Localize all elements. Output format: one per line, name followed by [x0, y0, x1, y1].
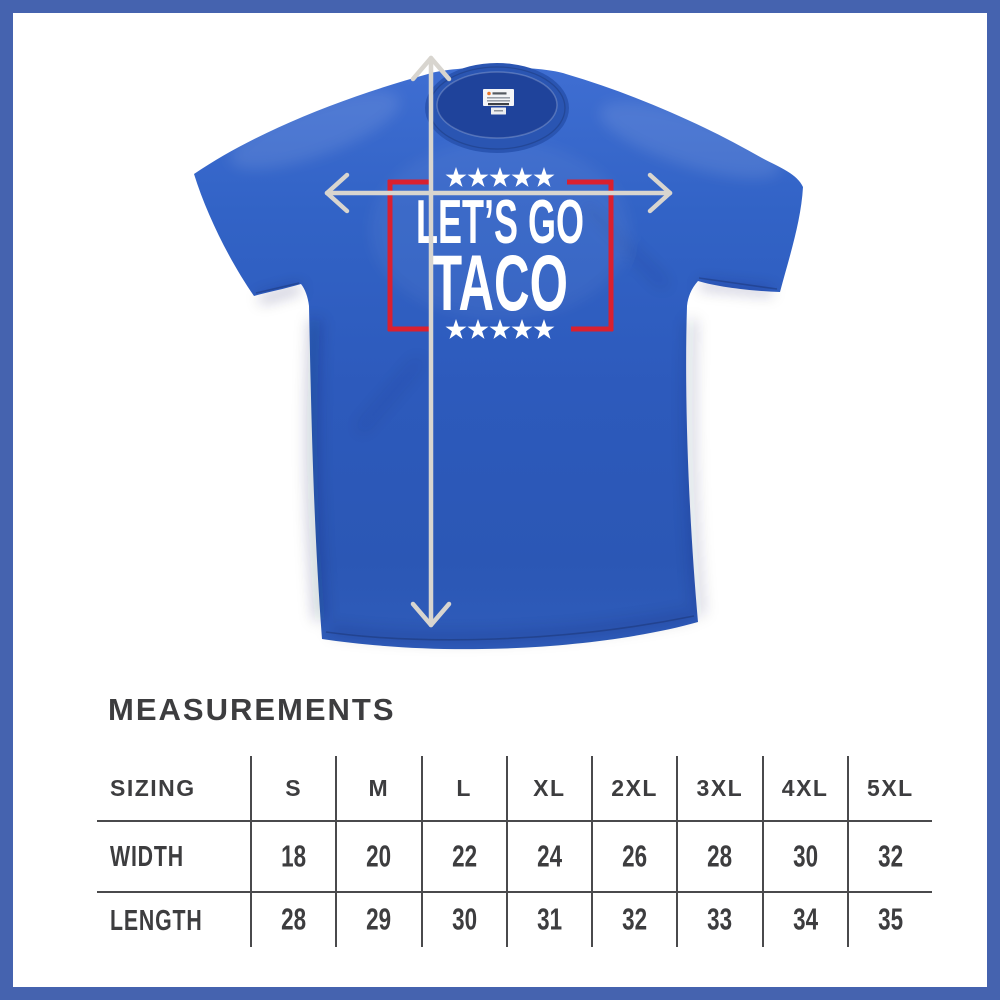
size-value-cell: 32 — [846, 820, 932, 891]
size-col-header: SIZING — [110, 774, 196, 801]
size-value-cell: 30 — [761, 820, 847, 891]
tshirt-graphic: LET’S GO TACO — [194, 55, 803, 650]
brand-label — [483, 89, 514, 115]
size-value-cell: 28 — [676, 820, 762, 891]
size-value-cell: 29 — [335, 891, 421, 947]
size-table: SIZING S M L XL 2XL 3XL 4XL 5XL WIDTH 18… — [97, 756, 932, 947]
size-col-header: 3XL — [676, 756, 761, 820]
size-value-cell: 24 — [505, 820, 591, 891]
design-text-line1: LET’S GO — [416, 188, 584, 257]
length-arrow — [410, 55, 452, 628]
size-col-header: 4XL — [761, 756, 847, 820]
size-value-cell: 28 — [250, 891, 336, 947]
size-value-cell: 30 — [420, 891, 506, 947]
product-mockup: LET’S GO TACO — [194, 55, 803, 650]
size-value-cell: 18 — [250, 820, 336, 891]
size-col-header: S — [250, 756, 335, 820]
size-value-cell: 31 — [505, 891, 591, 947]
design-frame — [387, 179, 614, 332]
size-value-cell: 20 — [335, 820, 421, 891]
size-value-cell: 33 — [676, 891, 762, 947]
fabric-shading — [229, 90, 781, 642]
size-col-header: XL — [505, 756, 591, 820]
size-col-header: L — [420, 756, 506, 820]
size-value-cell: 34 — [761, 891, 847, 947]
size-value-cell: 35 — [846, 891, 932, 947]
design-text-line2: TACO — [432, 238, 568, 327]
size-col-header: M — [335, 756, 420, 820]
size-col-header: 5XL — [846, 756, 932, 820]
stitching — [255, 277, 778, 641]
size-row-label: LENGTH — [97, 891, 250, 947]
size-value-cell: 32 — [591, 891, 677, 947]
size-row-label: WIDTH — [97, 820, 250, 891]
size-col-header: 2XL — [591, 756, 676, 820]
measurements-title: MEASUREMENTS — [108, 692, 396, 727]
size-value-cell: 26 — [591, 820, 677, 891]
width-arrow — [324, 172, 673, 214]
size-value-cell: 22 — [420, 820, 506, 891]
